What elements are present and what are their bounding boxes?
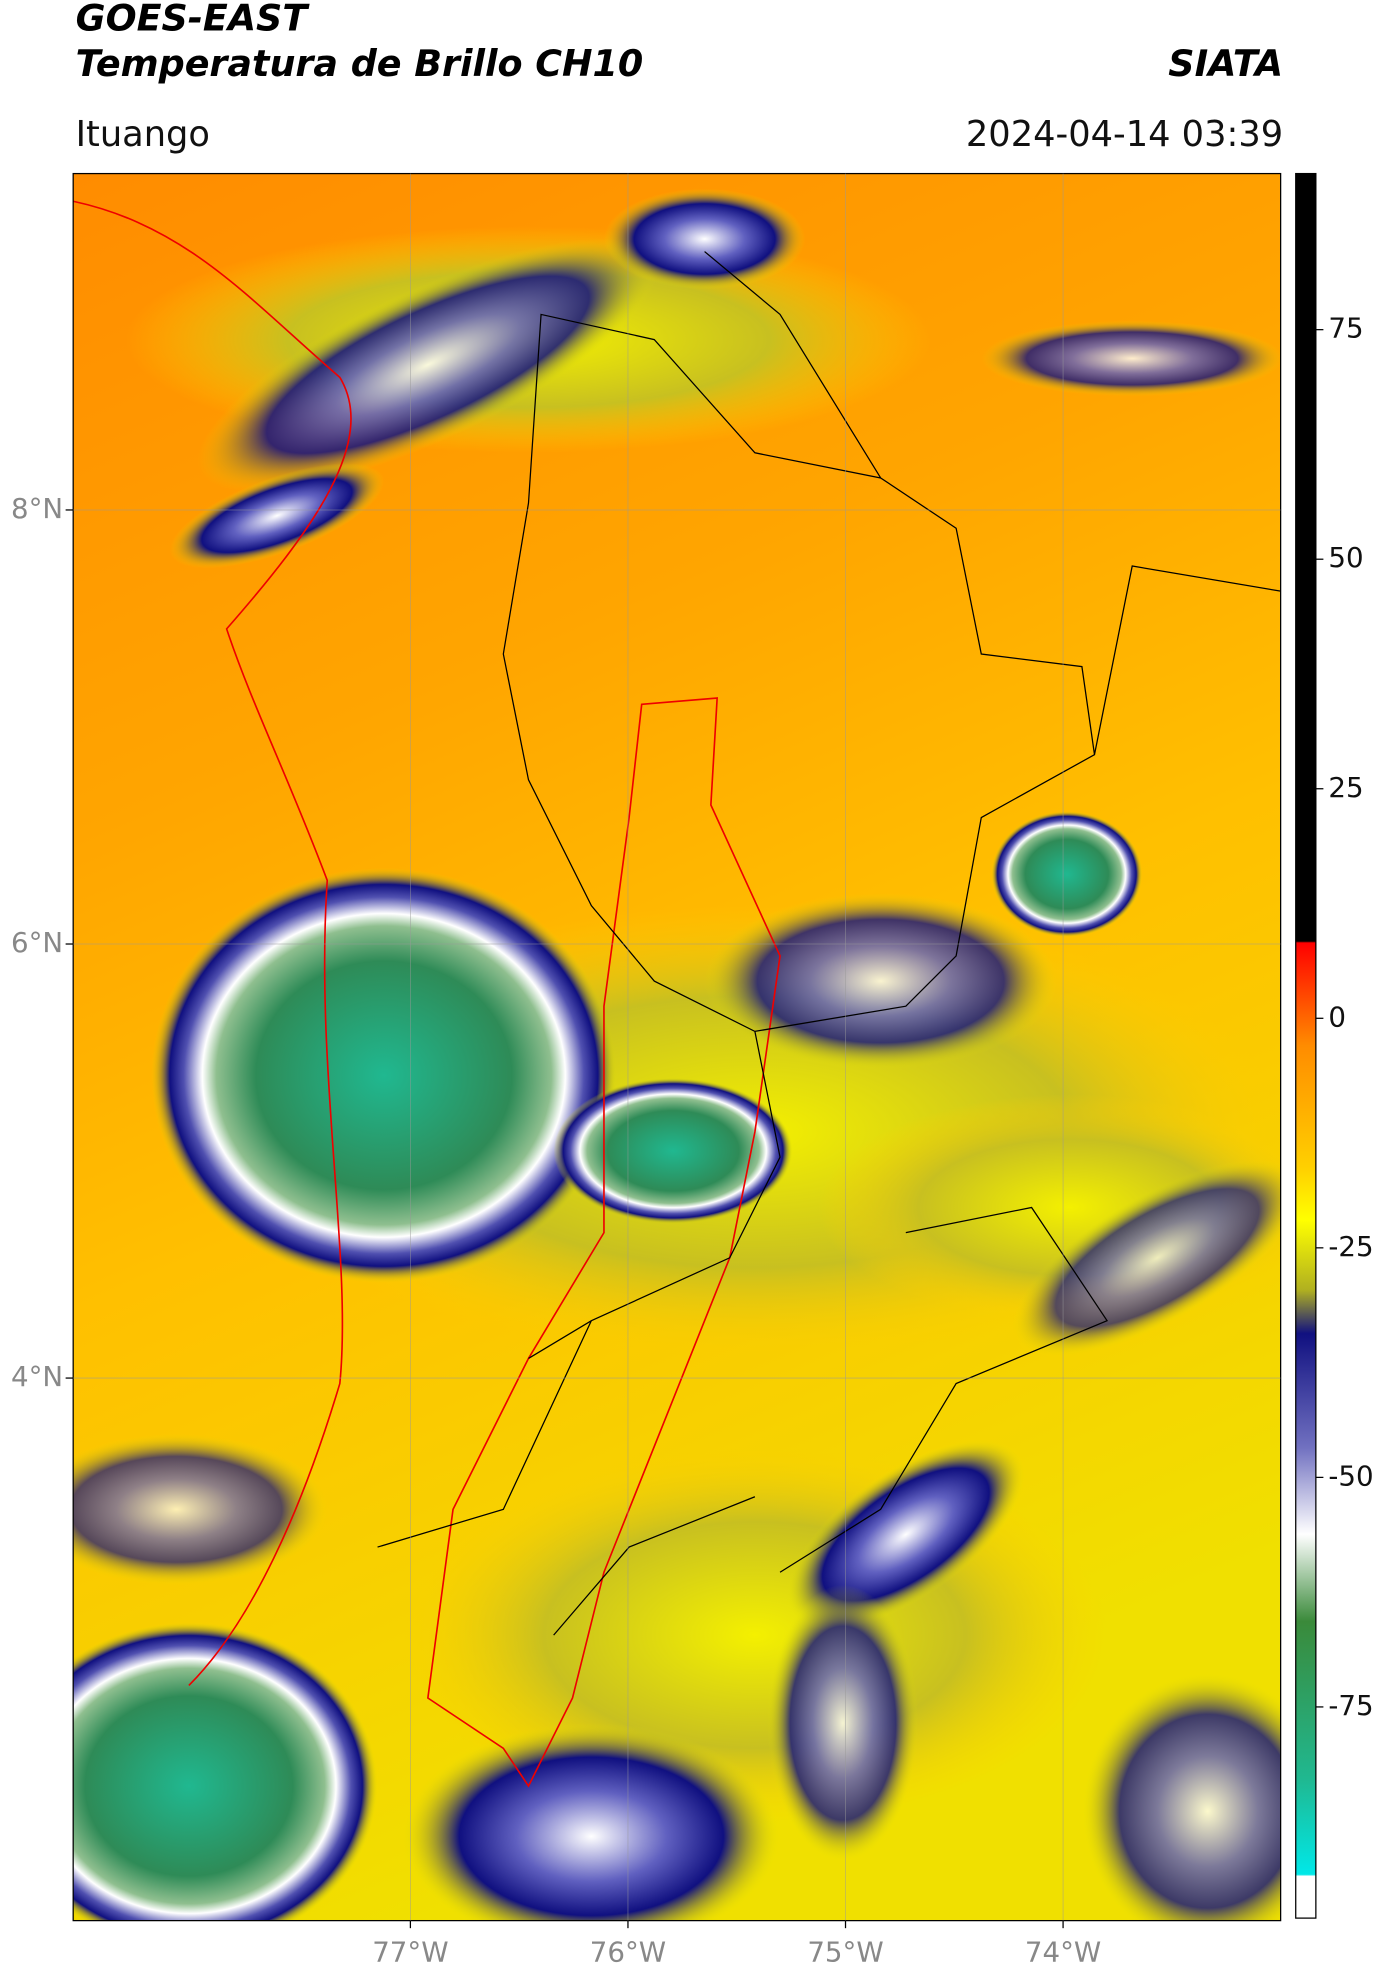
colorbar — [1295, 172, 1317, 1919]
timestamp: 2024-04-14 03:39 — [966, 114, 1283, 155]
colorbar-tick-label: -50 — [1328, 1459, 1373, 1492]
colorbar-tick-label: -75 — [1328, 1689, 1373, 1722]
colorbar-tick-label: 0 — [1328, 1000, 1346, 1033]
map-frame — [72, 172, 1282, 1922]
colorbar-tick-label: 50 — [1328, 541, 1363, 574]
x-tick-label: 74°W — [1025, 1935, 1101, 1968]
colorbar-tick-label: 75 — [1328, 312, 1363, 345]
colorbar-tick-label: 25 — [1328, 771, 1363, 804]
subtitle: Temperatura de Brillo CH10 — [76, 42, 644, 85]
y-tick-label: 8°N — [11, 492, 63, 525]
source: SIATA — [1168, 42, 1283, 85]
title: GOES-EAST — [76, 0, 311, 40]
x-tick-label: 75°W — [807, 1935, 883, 1968]
region: Ituango — [76, 114, 210, 155]
satellite-image — [73, 173, 1281, 1921]
y-tick-label: 4°N — [11, 1360, 63, 1393]
x-tick-label: 76°W — [590, 1935, 666, 1968]
y-tick-label: 6°N — [11, 926, 63, 959]
x-tick-label: 77°W — [372, 1935, 448, 1968]
colorbar-tick-label: -25 — [1328, 1230, 1373, 1263]
